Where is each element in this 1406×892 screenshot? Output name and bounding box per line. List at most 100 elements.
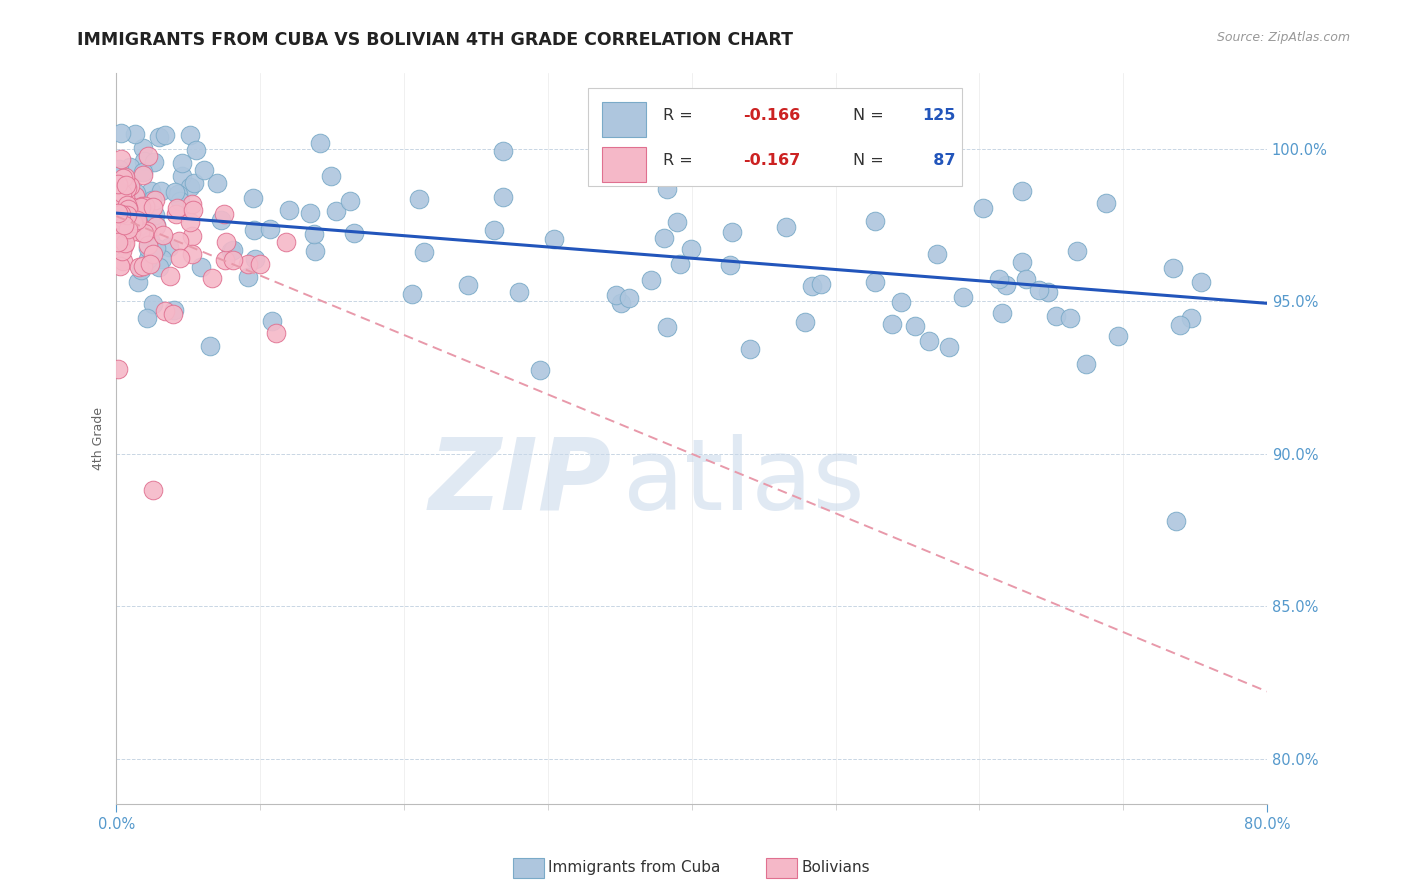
Point (145, 219, 167, 234)
Point (605, 288, 627, 302)
Point (128, 219, 150, 234)
Point (718, 258, 741, 272)
Point (134, 226, 156, 240)
Text: N =: N = (853, 108, 889, 123)
Point (1011, 184, 1033, 198)
Point (132, 204, 155, 219)
Point (249, 257, 271, 271)
Text: N =: N = (853, 153, 889, 169)
Point (128, 260, 150, 275)
Point (952, 290, 974, 304)
Point (938, 340, 960, 354)
Point (142, 155, 165, 169)
Point (145, 241, 167, 255)
Point (529, 363, 551, 377)
Point (136, 225, 159, 239)
Point (108, 161, 131, 176)
Point (127, 275, 149, 289)
Point (107, 177, 129, 191)
Point (617, 291, 640, 305)
Point (1166, 514, 1188, 528)
Text: ZIP: ZIP (429, 434, 612, 531)
Point (167, 234, 190, 248)
Point (139, 257, 162, 271)
Point (183, 176, 205, 190)
Point (143, 193, 166, 207)
Point (145, 218, 167, 232)
Text: Immigrants from Cuba: Immigrants from Cuba (548, 860, 721, 874)
Point (299, 206, 322, 220)
Point (890, 294, 912, 309)
Point (131, 263, 153, 277)
Point (121, 225, 143, 239)
Point (110, 194, 132, 208)
Text: R =: R = (664, 108, 697, 123)
Point (114, 178, 136, 193)
Point (679, 242, 702, 256)
Text: -0.166: -0.166 (744, 108, 801, 123)
Point (124, 189, 146, 203)
Point (110, 233, 132, 247)
Point (118, 161, 141, 175)
Point (117, 202, 139, 216)
Point (181, 197, 204, 211)
Point (155, 128, 177, 143)
Point (108, 259, 131, 273)
Point (114, 224, 136, 238)
Point (136, 238, 159, 252)
Point (243, 252, 266, 266)
Point (157, 240, 180, 254)
Point (302, 227, 325, 242)
Point (222, 252, 245, 267)
Point (1180, 311, 1202, 326)
Point (114, 236, 136, 251)
Point (138, 233, 160, 247)
Point (136, 311, 159, 326)
Point (740, 342, 762, 356)
Point (1163, 260, 1185, 275)
Point (107, 228, 129, 243)
Point (136, 149, 159, 163)
Point (170, 156, 193, 170)
Point (1074, 357, 1097, 371)
Point (882, 318, 904, 332)
Text: 87: 87 (922, 153, 955, 169)
Point (127, 213, 149, 227)
Text: Bolivians: Bolivians (801, 860, 870, 874)
Point (166, 201, 188, 215)
Point (482, 223, 505, 237)
Point (1059, 311, 1081, 326)
Point (170, 169, 193, 184)
Point (610, 295, 633, 310)
Point (655, 181, 678, 195)
Point (1095, 196, 1118, 211)
Point (201, 271, 224, 285)
Point (107, 192, 129, 206)
Point (125, 186, 148, 200)
Point (142, 483, 165, 498)
Text: 125: 125 (922, 108, 955, 123)
Point (117, 217, 139, 231)
Point (111, 186, 134, 201)
Point (165, 185, 187, 199)
Point (159, 269, 181, 284)
Point (114, 170, 136, 185)
Point (124, 197, 146, 211)
Point (212, 207, 235, 221)
Point (319, 169, 342, 183)
Point (131, 199, 153, 213)
Point (243, 223, 266, 237)
Point (401, 287, 423, 301)
Point (110, 207, 132, 221)
Point (408, 192, 430, 206)
Point (277, 202, 299, 217)
Point (236, 269, 259, 284)
Point (124, 127, 146, 141)
Y-axis label: 4th Grade: 4th Grade (93, 407, 105, 470)
Point (131, 168, 153, 182)
Point (107, 208, 129, 222)
Point (117, 201, 139, 215)
Point (665, 214, 688, 228)
Point (183, 202, 205, 217)
Point (492, 145, 515, 159)
